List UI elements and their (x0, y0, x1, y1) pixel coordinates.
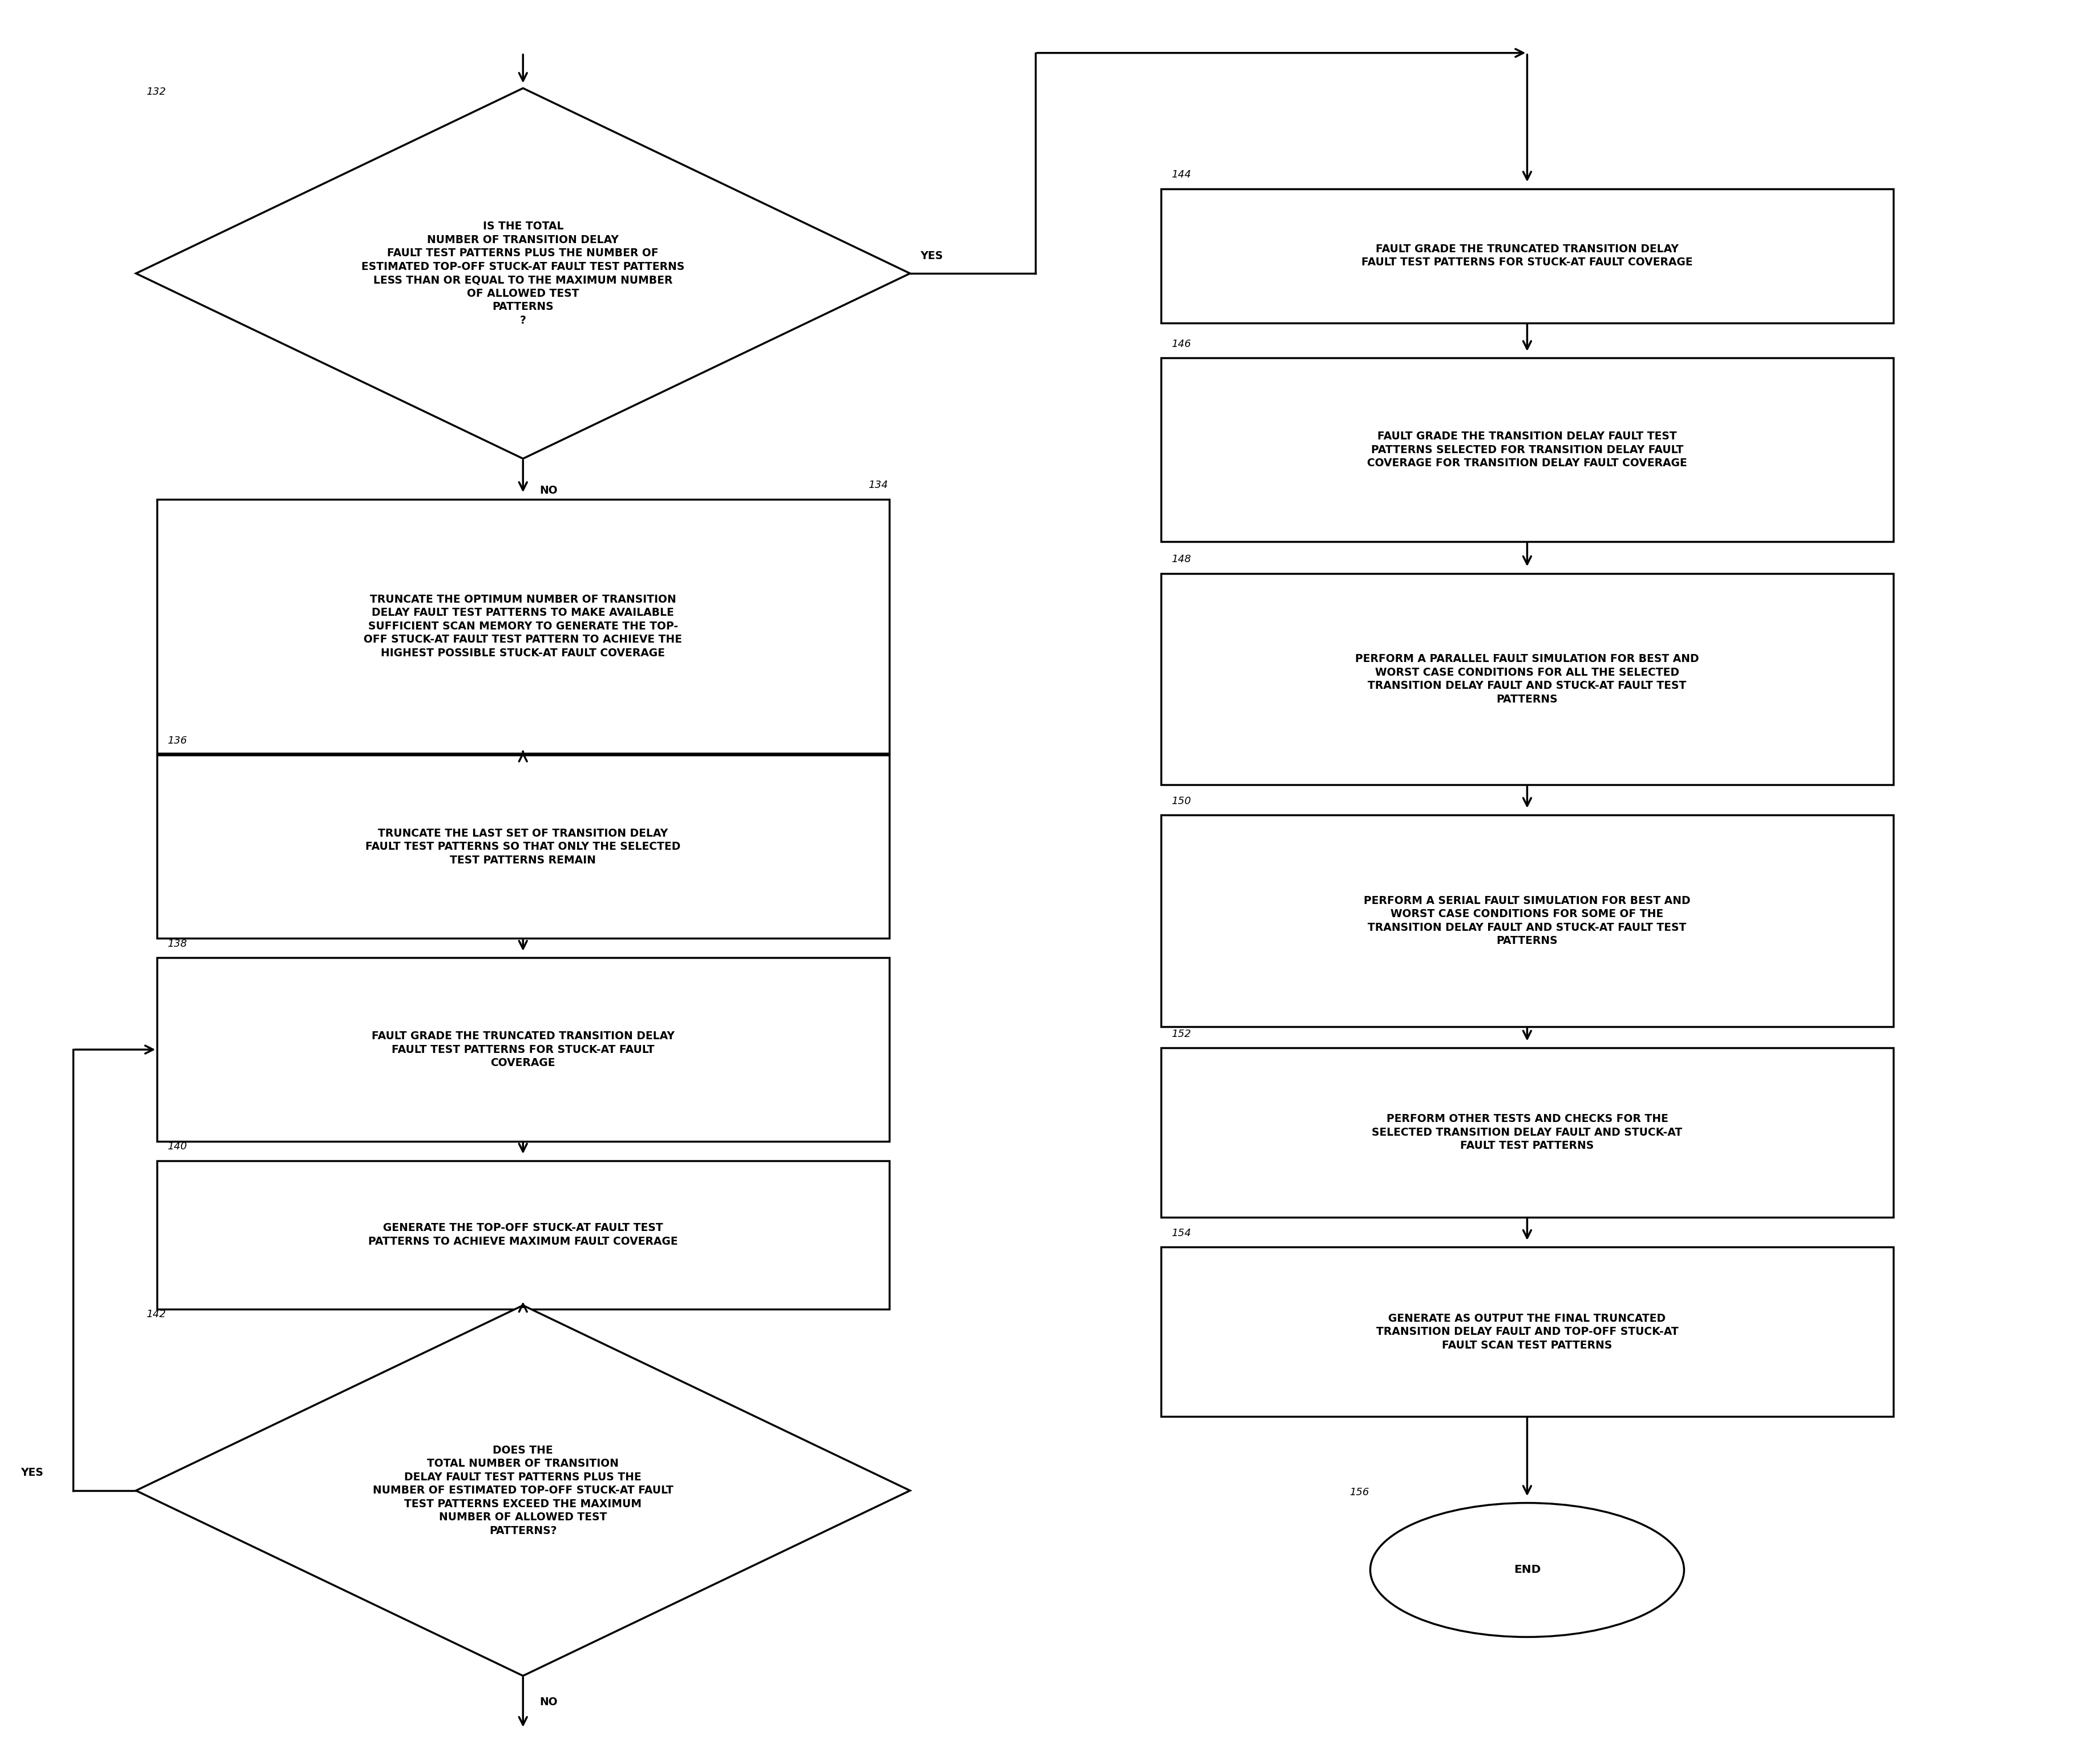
Text: NO: NO (540, 1697, 559, 1708)
Text: 156: 156 (1349, 1487, 1368, 1498)
Text: PERFORM A SERIAL FAULT SIMULATION FOR BEST AND
WORST CASE CONDITIONS FOR SOME OF: PERFORM A SERIAL FAULT SIMULATION FOR BE… (1364, 896, 1690, 946)
FancyBboxPatch shape (1161, 1048, 1893, 1217)
Text: 154: 154 (1172, 1228, 1190, 1238)
Text: 140: 140 (167, 1141, 186, 1152)
Text: 138: 138 (167, 938, 186, 949)
FancyBboxPatch shape (1161, 358, 1893, 542)
Text: PERFORM A PARALLEL FAULT SIMULATION FOR BEST AND
WORST CASE CONDITIONS FOR ALL T: PERFORM A PARALLEL FAULT SIMULATION FOR … (1356, 654, 1699, 704)
Text: GENERATE AS OUTPUT THE FINAL TRUNCATED
TRANSITION DELAY FAULT AND TOP-OFF STUCK-: GENERATE AS OUTPUT THE FINAL TRUNCATED T… (1377, 1312, 1678, 1351)
Ellipse shape (1370, 1503, 1684, 1637)
FancyBboxPatch shape (157, 755, 889, 938)
Text: 148: 148 (1172, 554, 1190, 564)
FancyBboxPatch shape (1161, 815, 1893, 1027)
Text: PERFORM OTHER TESTS AND CHECKS FOR THE
SELECTED TRANSITION DELAY FAULT AND STUCK: PERFORM OTHER TESTS AND CHECKS FOR THE S… (1372, 1113, 1682, 1152)
FancyBboxPatch shape (1161, 1247, 1893, 1416)
Text: TRUNCATE THE LAST SET OF TRANSITION DELAY
FAULT TEST PATTERNS SO THAT ONLY THE S: TRUNCATE THE LAST SET OF TRANSITION DELA… (366, 827, 680, 866)
Polygon shape (136, 88, 910, 459)
FancyBboxPatch shape (157, 1161, 889, 1309)
Text: 136: 136 (167, 736, 186, 746)
Text: IS THE TOTAL
NUMBER OF TRANSITION DELAY
FAULT TEST PATTERNS PLUS THE NUMBER OF
E: IS THE TOTAL NUMBER OF TRANSITION DELAY … (362, 220, 684, 326)
FancyBboxPatch shape (1161, 573, 1893, 785)
Text: FAULT GRADE THE TRUNCATED TRANSITION DELAY
FAULT TEST PATTERNS FOR STUCK-AT FAUL: FAULT GRADE THE TRUNCATED TRANSITION DEL… (1362, 243, 1692, 268)
Text: YES: YES (920, 250, 943, 261)
FancyBboxPatch shape (157, 499, 889, 753)
Text: GENERATE THE TOP-OFF STUCK-AT FAULT TEST
PATTERNS TO ACHIEVE MAXIMUM FAULT COVER: GENERATE THE TOP-OFF STUCK-AT FAULT TEST… (368, 1222, 678, 1247)
Text: END: END (1515, 1565, 1540, 1575)
Text: NO: NO (540, 485, 559, 496)
FancyBboxPatch shape (157, 958, 889, 1141)
Text: 132: 132 (146, 86, 165, 97)
Polygon shape (136, 1305, 910, 1676)
Text: DOES THE
TOTAL NUMBER OF TRANSITION
DELAY FAULT TEST PATTERNS PLUS THE
NUMBER OF: DOES THE TOTAL NUMBER OF TRANSITION DELA… (372, 1445, 674, 1536)
Text: 146: 146 (1172, 339, 1190, 349)
Text: 142: 142 (146, 1309, 165, 1319)
Text: FAULT GRADE THE TRANSITION DELAY FAULT TEST
PATTERNS SELECTED FOR TRANSITION DEL: FAULT GRADE THE TRANSITION DELAY FAULT T… (1368, 430, 1686, 469)
Text: YES: YES (21, 1468, 44, 1478)
Text: 144: 144 (1172, 169, 1190, 180)
Text: 152: 152 (1172, 1028, 1190, 1039)
Text: FAULT GRADE THE TRUNCATED TRANSITION DELAY
FAULT TEST PATTERNS FOR STUCK-AT FAUL: FAULT GRADE THE TRUNCATED TRANSITION DEL… (372, 1030, 674, 1069)
Text: 134: 134 (868, 480, 887, 490)
FancyBboxPatch shape (1161, 189, 1893, 323)
Text: TRUNCATE THE OPTIMUM NUMBER OF TRANSITION
DELAY FAULT TEST PATTERNS TO MAKE AVAI: TRUNCATE THE OPTIMUM NUMBER OF TRANSITIO… (364, 594, 682, 658)
Text: 150: 150 (1172, 796, 1190, 806)
